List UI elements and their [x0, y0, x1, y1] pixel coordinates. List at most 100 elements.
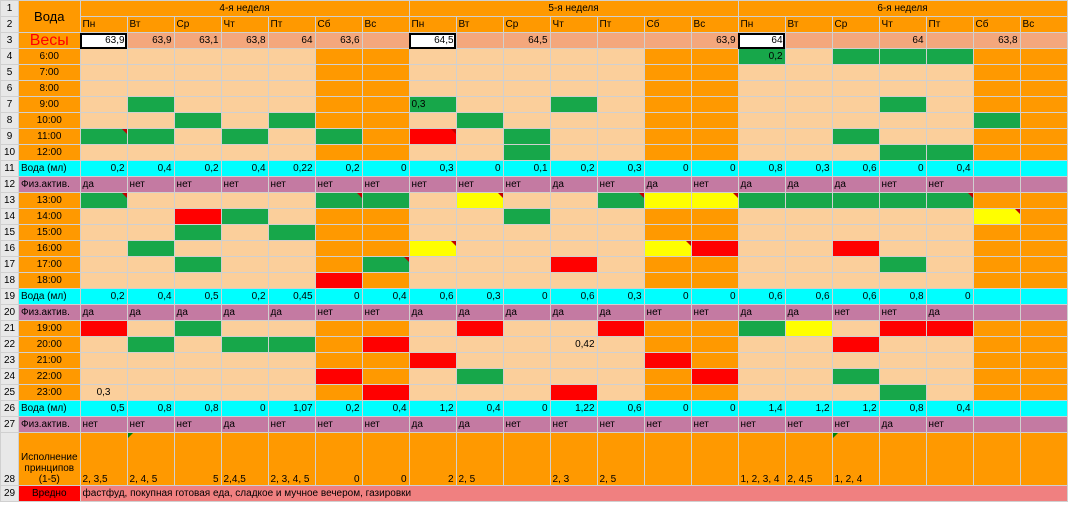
water-cell[interactable]: 0,6	[784, 288, 833, 305]
hour-cell[interactable]	[455, 144, 504, 161]
hour-cell[interactable]	[878, 352, 927, 369]
activity-cell[interactable]: нет	[831, 416, 880, 433]
day-header[interactable]: Чт	[220, 16, 269, 33]
hour-cell[interactable]	[1019, 320, 1068, 337]
day-header[interactable]: Пн	[408, 16, 457, 33]
water-cell[interactable]: 1,2	[784, 400, 833, 417]
hour-cell[interactable]	[1019, 224, 1068, 241]
hour-cell[interactable]	[408, 224, 457, 241]
day-header[interactable]: Сб	[314, 16, 363, 33]
hour-cell[interactable]	[361, 240, 410, 257]
day-header[interactable]: Пн	[79, 16, 128, 33]
day-header[interactable]: Сб	[643, 16, 692, 33]
activity-cell[interactable]: нет	[831, 304, 880, 321]
hour-cell[interactable]	[549, 240, 598, 257]
hour-cell[interactable]	[361, 192, 410, 209]
hour-cell[interactable]	[549, 224, 598, 241]
hour-cell[interactable]	[690, 336, 739, 353]
hour-cell[interactable]	[79, 48, 128, 65]
water-cell[interactable]: 1,07	[267, 400, 316, 417]
water-cell[interactable]: 0,5	[79, 400, 128, 417]
hour-cell[interactable]	[549, 208, 598, 225]
hour-cell[interactable]	[596, 80, 645, 97]
activity-cell[interactable]: да	[643, 176, 692, 193]
hour-cell[interactable]	[502, 80, 551, 97]
hour-cell[interactable]	[596, 224, 645, 241]
hour-cell[interactable]	[79, 240, 128, 257]
time-label[interactable]: 12:00	[18, 144, 81, 161]
principles-cell[interactable]	[643, 432, 692, 486]
hour-cell[interactable]	[79, 192, 128, 209]
hour-cell[interactable]	[126, 272, 175, 289]
hour-cell[interactable]	[408, 192, 457, 209]
hour-cell[interactable]	[643, 368, 692, 385]
hour-cell[interactable]	[737, 368, 786, 385]
row-number[interactable]: 19	[0, 288, 19, 305]
hour-cell[interactable]	[925, 320, 974, 337]
hour-cell[interactable]	[408, 128, 457, 145]
water-cell[interactable]: 0,4	[455, 400, 504, 417]
hour-cell[interactable]	[455, 96, 504, 113]
hour-cell[interactable]	[925, 272, 974, 289]
row-number[interactable]: 4	[0, 48, 19, 65]
weight-cell[interactable]: 63,8	[220, 32, 269, 49]
hour-cell[interactable]	[361, 144, 410, 161]
hour-cell[interactable]	[502, 144, 551, 161]
hour-cell[interactable]	[1019, 128, 1068, 145]
hour-cell[interactable]	[1019, 272, 1068, 289]
hour-cell[interactable]	[549, 192, 598, 209]
activity-cell[interactable]: да	[737, 304, 786, 321]
activity-cell[interactable]: да	[267, 304, 316, 321]
hour-cell[interactable]	[361, 128, 410, 145]
hour-cell[interactable]	[1019, 144, 1068, 161]
hour-cell[interactable]	[314, 144, 363, 161]
hour-cell[interactable]	[361, 80, 410, 97]
water-cell[interactable]: 0	[643, 160, 692, 177]
hour-cell[interactable]	[267, 224, 316, 241]
hour-cell[interactable]	[737, 128, 786, 145]
principles-cell[interactable]	[1019, 432, 1068, 486]
water-label[interactable]: Вода (мл)	[18, 400, 81, 417]
hour-cell[interactable]	[267, 192, 316, 209]
hour-cell[interactable]	[784, 144, 833, 161]
activity-cell[interactable]: да	[408, 416, 457, 433]
hour-cell[interactable]	[267, 384, 316, 401]
hour-cell[interactable]	[126, 192, 175, 209]
water-cell[interactable]: 0,5	[173, 288, 222, 305]
day-header[interactable]: Пт	[925, 16, 974, 33]
row-number[interactable]: 10	[0, 144, 19, 161]
principles-cell[interactable]	[925, 432, 974, 486]
hour-cell[interactable]	[690, 96, 739, 113]
principles-cell[interactable]: 2, 3, 4, 5	[267, 432, 316, 486]
hour-cell[interactable]	[784, 336, 833, 353]
hour-cell[interactable]	[408, 368, 457, 385]
hour-cell[interactable]	[972, 240, 1021, 257]
weight-cell[interactable]	[549, 32, 598, 49]
principles-cell[interactable]: 2, 4, 5	[126, 432, 175, 486]
hour-cell[interactable]	[878, 384, 927, 401]
weight-cell[interactable]	[643, 32, 692, 49]
hour-cell[interactable]	[126, 64, 175, 81]
hour-cell[interactable]	[737, 384, 786, 401]
water-cell[interactable]: 0	[455, 160, 504, 177]
hour-cell[interactable]	[972, 128, 1021, 145]
hour-cell[interactable]	[267, 80, 316, 97]
water-cell[interactable]: 0,2	[314, 160, 363, 177]
hour-cell[interactable]	[267, 64, 316, 81]
day-header[interactable]: Ср	[173, 16, 222, 33]
row-number[interactable]: 8	[0, 112, 19, 129]
hour-cell[interactable]	[596, 240, 645, 257]
hour-cell[interactable]	[408, 208, 457, 225]
principles-cell[interactable]: 2, 5	[596, 432, 645, 486]
activity-cell[interactable]: нет	[267, 176, 316, 193]
hour-cell[interactable]	[643, 48, 692, 65]
row-number[interactable]: 27	[0, 416, 19, 433]
hour-cell[interactable]	[596, 128, 645, 145]
weight-cell[interactable]	[596, 32, 645, 49]
hour-cell[interactable]	[361, 384, 410, 401]
activity-cell[interactable]: нет	[361, 176, 410, 193]
hour-cell[interactable]	[737, 208, 786, 225]
hour-cell[interactable]	[267, 368, 316, 385]
hour-cell[interactable]	[455, 208, 504, 225]
hour-cell[interactable]	[549, 80, 598, 97]
